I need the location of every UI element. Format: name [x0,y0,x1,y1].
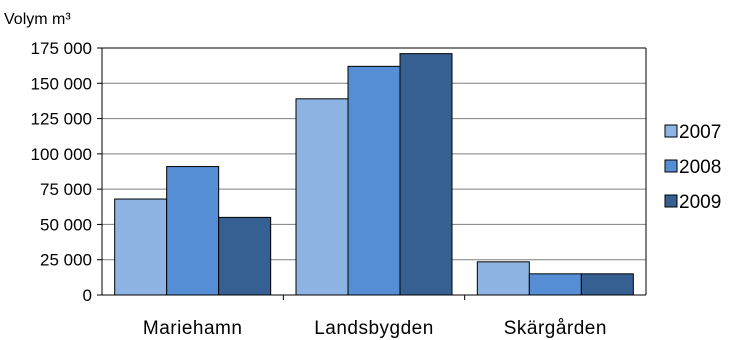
y-tick-label: 0 [83,286,92,305]
legend-label: 2007 [679,122,721,143]
legend-label: 2009 [679,192,721,213]
bar-2009 [218,216,272,296]
axes [101,47,647,300]
bars [114,53,634,296]
bar-2007 [114,198,168,296]
y-tick-label: 125 000 [31,110,92,129]
bar-2007 [476,261,530,296]
bar-2008 [528,273,582,296]
y-tick-label: 50 000 [40,215,92,234]
y-tick-label: 75 000 [40,180,92,199]
y-tick-label: 175 000 [31,39,92,58]
category-label: Landsbygden [314,318,434,339]
y-tick-label: 25 000 [40,251,92,270]
bar-2008 [347,65,401,296]
category-label: Skärgården [504,318,607,339]
legend-swatch [664,124,678,138]
legend-swatch [664,159,678,173]
bar-2008 [166,166,220,296]
legend: 2007 2008 2009 [664,122,721,213]
bar-2007 [295,98,349,296]
legend-swatch [664,194,678,208]
bar-2009 [399,53,453,296]
legend-label: 2008 [679,157,721,178]
y-axis-ticks: 0 25 000 50 000 75 000 100 000 125 000 150 000… [31,39,102,305]
x-axis-categories: Mariehamn Landsbygden Skärgården [143,318,607,339]
y-tick-label: 150 000 [31,74,92,93]
y-axis-label: Volym m³ [4,11,71,28]
bar-2009 [580,273,634,296]
y-tick-label: 100 000 [31,145,92,164]
category-label: Mariehamn [143,318,243,339]
